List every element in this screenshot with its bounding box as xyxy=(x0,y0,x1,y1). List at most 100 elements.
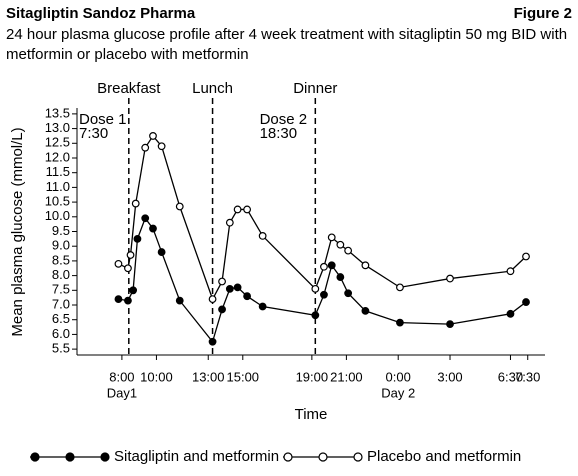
event-label: Dinner xyxy=(293,80,337,97)
data-point xyxy=(114,259,123,268)
y-tick-label: 7.0 xyxy=(52,296,70,311)
chart-title: Sitagliptin Sandoz Pharma xyxy=(6,5,196,22)
data-point xyxy=(124,296,132,305)
data-point xyxy=(141,143,150,152)
series-line xyxy=(118,216,527,344)
data-point xyxy=(320,262,328,271)
data-point xyxy=(336,240,345,249)
y-tick-label: 13.5 xyxy=(45,105,70,120)
dose-label: 18:30 xyxy=(260,125,298,142)
x-tick-label: 0:00 xyxy=(386,369,411,384)
data-point xyxy=(446,274,454,283)
data-point xyxy=(506,309,515,318)
data-point xyxy=(157,248,166,256)
data-point xyxy=(327,233,336,242)
data-point xyxy=(320,290,328,299)
legend-marker xyxy=(100,452,110,462)
data-point xyxy=(243,205,252,214)
data-point xyxy=(258,232,267,240)
data-point xyxy=(522,298,530,306)
data-point xyxy=(114,295,123,304)
figure-label: Figure 2 xyxy=(514,5,572,22)
data-point xyxy=(149,224,157,233)
x-tick-label: 13:00 xyxy=(192,369,225,384)
data-point xyxy=(131,199,140,208)
data-point xyxy=(327,261,336,270)
data-point xyxy=(311,284,320,293)
x-tick-label: 6:30 xyxy=(498,369,523,384)
data-point xyxy=(141,214,150,223)
y-tick-label: 8.0 xyxy=(52,267,70,282)
data-point xyxy=(396,318,404,327)
data-point xyxy=(218,277,226,286)
data-point xyxy=(126,251,135,259)
legend-marker xyxy=(65,452,75,462)
x-tick-label: 19:00 xyxy=(296,369,329,384)
x-tick-label: 15:00 xyxy=(227,369,260,384)
dose-label: 7:30 xyxy=(79,125,108,142)
data-point xyxy=(133,234,142,243)
y-tick-label: 9.5 xyxy=(52,223,70,238)
dose-label: Dose 1 xyxy=(79,111,127,128)
y-axis-label: Mean plasma glucose (mmol/L) xyxy=(9,127,26,336)
subtitle-line: 24 hour plasma glucose profile after 4 w… xyxy=(6,26,567,43)
data-point xyxy=(446,320,454,329)
y-tick-label: 10.0 xyxy=(45,208,70,223)
data-point xyxy=(225,284,234,293)
subtitle-line: metformin or placebo with metformin xyxy=(6,46,249,63)
data-point xyxy=(361,261,370,270)
y-tick-label: 12.0 xyxy=(45,149,70,164)
data-point xyxy=(522,252,530,261)
y-tick-label: 11.0 xyxy=(46,179,70,194)
data-point xyxy=(124,264,132,273)
data-point xyxy=(258,302,267,311)
day-label: Day1 xyxy=(107,385,137,400)
data-point xyxy=(506,267,515,276)
y-tick-label: 6.0 xyxy=(52,326,70,341)
data-point xyxy=(175,296,184,305)
y-tick-label: 9.0 xyxy=(52,238,70,253)
data-point xyxy=(225,218,234,227)
x-tick-label: 7:30 xyxy=(515,369,540,384)
data-point xyxy=(344,289,353,298)
y-tick-label: 11.5 xyxy=(46,164,70,179)
data-point xyxy=(361,306,370,315)
x-tick-label: 21:00 xyxy=(330,369,363,384)
data-point xyxy=(208,295,217,304)
data-point xyxy=(175,202,184,211)
data-point xyxy=(344,246,353,255)
data-point xyxy=(208,337,217,346)
y-tick-label: 10.5 xyxy=(45,194,70,209)
data-point xyxy=(233,205,242,214)
legend-label: Placebo and metformin xyxy=(367,448,521,465)
y-tick-label: 8.5 xyxy=(52,252,70,267)
data-point xyxy=(157,142,166,151)
data-point xyxy=(311,311,320,320)
day-label: Day 2 xyxy=(381,385,415,400)
data-point xyxy=(336,273,345,281)
series-line xyxy=(118,134,527,301)
x-tick-label: 10:00 xyxy=(140,369,173,384)
legend-marker xyxy=(353,452,363,462)
data-point xyxy=(233,283,242,292)
event-label: Breakfast xyxy=(97,80,161,97)
y-tick-label: 5.5 xyxy=(52,341,70,356)
data-point xyxy=(243,292,252,301)
data-point xyxy=(218,305,226,314)
y-tick-label: 6.5 xyxy=(52,311,70,326)
dose-label: Dose 2 xyxy=(260,111,308,128)
legend-marker xyxy=(30,452,40,462)
y-tick-label: 12.5 xyxy=(45,135,70,150)
legend-marker xyxy=(283,452,293,462)
data-point xyxy=(149,132,157,140)
x-tick-label: 8:00 xyxy=(109,369,134,384)
data-point xyxy=(129,286,138,295)
y-tick-label: 13.0 xyxy=(45,120,70,135)
event-label: Lunch xyxy=(192,80,233,97)
legend-label: Sitagliptin and metformin xyxy=(114,448,279,465)
x-axis-label: Time xyxy=(295,406,328,423)
legend-marker xyxy=(318,452,328,462)
data-point xyxy=(396,283,404,292)
